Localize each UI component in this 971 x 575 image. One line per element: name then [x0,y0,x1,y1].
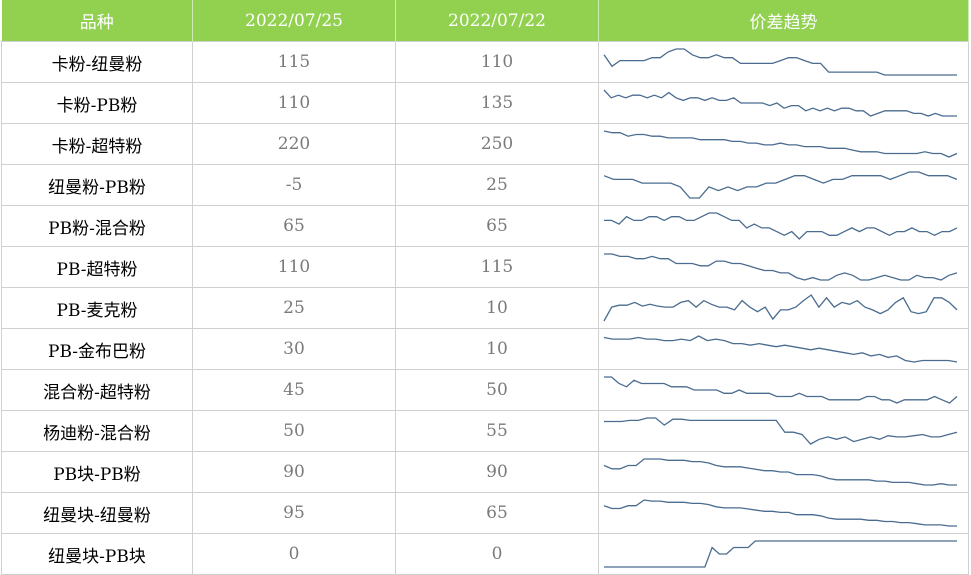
variety-cell: 纽曼块-PB块 [1,533,193,575]
sparkline [603,89,957,117]
sparkline-line [604,417,958,445]
header-date-2: 2022/07/22 [395,0,599,42]
variety-cell: PB-麦克粉 [1,287,193,329]
value-date-2: 10 [395,287,599,329]
trend-cell [598,369,969,411]
value-date-2: 65 [395,492,599,534]
variety-cell: 纽曼块-纽曼粉 [1,492,193,534]
trend-cell [598,164,969,206]
trend-cell [598,410,969,452]
sparkline-line [603,294,958,322]
sparkline-line [603,458,957,486]
variety-cell: 杨迪粉-混合粉 [1,410,193,452]
value-date-2: 110 [395,41,599,83]
variety-cell: 卡粉-纽曼粉 [1,41,193,83]
value-date-2: 135 [395,82,599,124]
value-date-1: 50 [192,410,396,452]
table-row: PB块-PB粉 90 90 [1,451,969,493]
trend-cell [598,41,969,83]
sparkline-line [604,212,958,240]
sparkline [603,458,957,486]
value-date-1: 90 [192,451,396,493]
sparkline-line [603,499,957,527]
variety-cell: 纽曼粉-PB粉 [1,164,193,206]
value-date-2: 55 [395,410,599,452]
trend-cell [598,287,969,329]
value-date-1: 110 [192,82,396,124]
header-row: 品种 2022/07/25 2022/07/22 价差趋势 [1,0,969,42]
trend-cell [598,246,969,288]
variety-cell: PB-超特粉 [1,246,193,288]
table-row: PB-麦克粉 25 10 [1,287,969,329]
value-date-2: 65 [395,205,599,247]
table-row: PB粉-混合粉 65 65 [1,205,969,247]
variety-cell: PB块-PB粉 [1,451,193,493]
value-date-1: 25 [192,287,396,329]
value-date-1: 30 [192,328,396,370]
value-date-2: 115 [395,246,599,288]
sparkline [603,171,958,199]
table-row: 卡粉-超特粉 220 250 [1,123,969,165]
variety-cell: PB粉-混合粉 [1,205,193,247]
table-row: 卡粉-PB粉 110 135 [1,82,969,124]
trend-cell [598,328,969,370]
value-date-2: 90 [395,451,599,493]
sparkline [604,417,958,445]
sparkline [603,294,958,322]
table-row: 混合粉-超特粉 45 50 [1,369,969,411]
value-date-2: 50 [395,369,599,411]
trend-cell [598,205,969,247]
value-date-1: -5 [192,164,396,206]
variety-cell: 卡粉-PB粉 [1,82,193,124]
header-variety: 品种 [1,0,193,42]
sparkline [604,212,958,240]
value-date-1: 0 [192,533,396,575]
value-date-1: 110 [192,246,396,288]
table-row: PB-超特粉 110 115 [1,246,969,288]
trend-cell [598,451,969,493]
trend-cell [598,123,969,165]
sparkline-line [603,171,958,199]
variety-cell: PB-金布巴粉 [1,328,193,370]
value-date-1: 65 [192,205,396,247]
sparkline [603,335,958,363]
sparkline [604,540,957,568]
sparkline-line [604,253,958,281]
table-row: 纽曼块-PB块 0 0 [1,533,969,575]
variety-cell: 卡粉-超特粉 [1,123,193,165]
table-row: PB-金布巴粉 30 10 [1,328,969,370]
table-row: 杨迪粉-混合粉 50 55 [1,410,969,452]
table-row: 纽曼块-纽曼粉 95 65 [1,492,969,534]
value-date-2: 250 [395,123,599,165]
value-date-1: 95 [192,492,396,534]
sparkline-line [603,89,957,117]
trend-cell [598,82,969,124]
value-date-2: 10 [395,328,599,370]
sparkline-line [603,130,958,158]
sparkline [604,253,958,281]
trend-cell [598,492,969,534]
sparkline-line [604,376,958,404]
value-date-2: 25 [395,164,599,206]
sparkline [603,48,957,76]
value-date-1: 220 [192,123,396,165]
header-trend: 价差趋势 [598,0,969,42]
table-row: 卡粉-纽曼粉 115 110 [1,41,969,83]
value-date-1: 115 [192,41,396,83]
table-row: 纽曼粉-PB粉 -5 25 [1,164,969,206]
sparkline-line [604,540,957,568]
value-date-2: 0 [395,533,599,575]
variety-cell: 混合粉-超特粉 [1,369,193,411]
value-date-1: 45 [192,369,396,411]
sparkline [603,499,957,527]
trend-cell [598,533,969,575]
sparkline [603,130,958,158]
sparkline [604,376,958,404]
header-date-1: 2022/07/25 [192,0,396,42]
sparkline-line [603,48,957,76]
sparkline-line [603,335,958,363]
